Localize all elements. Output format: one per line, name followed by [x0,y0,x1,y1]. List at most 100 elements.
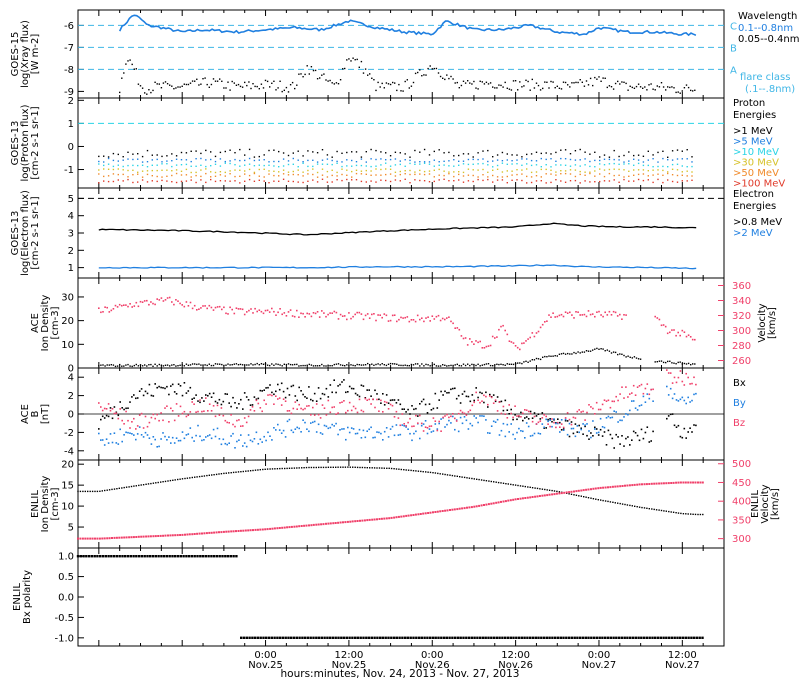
series-enlil-density-point [512,484,514,486]
series-ace-b-point [148,421,151,424]
series-proton-point [496,179,499,181]
series-xray-short-point [310,66,313,68]
series-xray-short-point [448,77,450,80]
series-proton-point [564,164,567,166]
series-ace-b-point [681,436,684,439]
series-ace-velocity-point [616,315,619,317]
series-ace-velocity-point [433,318,436,320]
series-xray-short-point [383,87,385,89]
series-ace-b-point [582,433,584,435]
series-ace-b-point [667,372,670,374]
series-xray-short-point [398,83,400,86]
series-ace-velocity-point [464,337,467,339]
series-proton-point [433,165,435,167]
series-ace-b-point [156,413,158,416]
series-ace-velocity-point [398,318,400,321]
series-polarity-point [82,555,85,558]
series-polarity-point [559,636,562,639]
series-ace-velocity-point [146,299,148,302]
series-ace-b-point [436,429,439,432]
series-ace-b-point [617,399,619,402]
series-ace-velocity-point [381,316,383,319]
series-enlil-velocity-point [276,527,279,530]
series-proton-point [530,159,533,162]
series-ace-velocity-point [283,312,286,314]
series-ace-b-point [405,425,407,427]
series-proton-point [691,161,693,163]
series-enlil-density-point [687,513,689,515]
series-ace-b-point [146,425,149,428]
series-ace-b-point [374,436,376,439]
series-enlil-velocity-point [568,491,571,494]
series-enlil-density-point [641,506,643,509]
series-ace-velocity-point [558,314,561,317]
series-ace-b-point [98,402,100,404]
series-polarity-point [631,636,635,639]
series-ace-b-point [131,433,133,435]
series-proton-point [185,152,188,154]
series-polarity-point [256,636,260,639]
series-ace-velocity-point [664,325,667,328]
series-proton-point [618,163,620,165]
series-xray-short-point [248,81,250,83]
series-enlil-velocity-point [580,489,583,492]
series-ace-density-point [629,356,631,358]
series-xray-short-point [266,80,269,83]
series-polarity-point [276,636,279,639]
series-ace-b-point [179,405,182,408]
series-xray-short-point [648,84,650,86]
series-proton-point [603,180,606,182]
y-tick-label: -6 [64,21,74,32]
series-ace-velocity-point [266,309,269,312]
series-enlil-density-point [648,508,650,510]
series-proton-point [107,168,110,170]
y-axis-label: GOES-15 [10,32,21,77]
series-ace-velocity-point [658,318,661,321]
series-ace-velocity-point [198,308,200,310]
series-ace-b-point [625,437,627,440]
series-polarity-point [542,636,546,639]
series-ace-density-point [248,364,250,366]
series-polarity-point [212,555,216,558]
series-ace-density-point [156,365,158,367]
series-xray-short-point [273,80,275,82]
y2-tick-label: 360 [732,281,751,292]
series-proton-point [560,173,562,175]
series-enlil-density-point [434,472,437,474]
series-ace-density-point [614,351,617,354]
series-ace-velocity-point [579,314,581,316]
series-enlil-velocity-point [434,511,437,513]
series-ace-velocity-point [454,327,456,329]
series-proton-point [122,165,124,168]
series-enlil-velocity-point [607,486,609,489]
series-ace-density-point [154,363,156,365]
series-ace-b-point [335,391,337,394]
series-xray-short-point [402,90,404,92]
series-ace-b-point [327,396,330,398]
series-ace-velocity-point [189,301,192,304]
series-ace-b-point [290,412,293,415]
series-enlil-velocity-point [487,503,490,506]
series-ace-velocity-point [183,305,186,308]
series-ace-b-point [467,411,470,413]
series-ace-b-point [376,431,378,433]
series-ace-b-point [119,408,121,410]
series-enlil-velocity-point [451,508,454,511]
series-ace-b-point [595,432,598,434]
series-xray-short-point [275,89,277,91]
series-proton-point [229,162,231,165]
series-proton-point [487,164,489,166]
series-ace-velocity-point [250,308,252,310]
series-proton-point [365,161,367,163]
series-proton-point [219,151,222,154]
series-ace-b-point [640,383,643,386]
series-ace-b-point [409,413,411,415]
series-ace-velocity-point [202,305,204,307]
series-polarity-point [406,636,410,639]
series-ace-velocity-point [456,327,459,329]
series-ace-velocity-point [504,329,506,332]
series-ace-b-point [201,439,203,442]
series-xray-short-point [348,58,350,60]
series-proton-point [511,160,513,162]
series-ace-b-point [177,415,180,417]
